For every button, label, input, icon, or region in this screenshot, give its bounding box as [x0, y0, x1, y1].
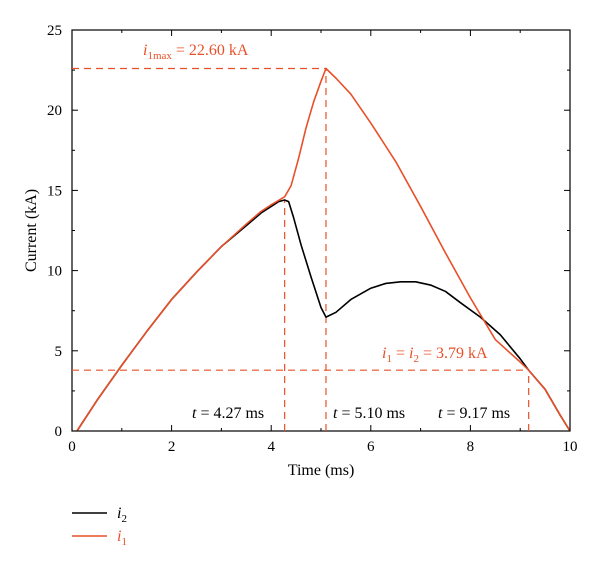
legend: i2 i1: [72, 505, 127, 548]
annotation-t1-var: t: [192, 405, 197, 422]
y-axis-ticks: 0 5 10 15 20 25: [47, 23, 570, 440]
annotation-intersection-var2: i: [409, 345, 413, 362]
annotation-intersection: i1 = i2 = 3.79 kA: [382, 345, 488, 365]
y-tick-label: 10: [47, 264, 62, 280]
annotation-i1max: i1max = 22.60 kA: [143, 42, 249, 62]
x-tick-label: 6: [367, 439, 375, 455]
annotation-t1-value: = 4.27 ms: [196, 405, 264, 422]
reference-lines: [72, 67, 530, 431]
y-tick-label: 5: [55, 344, 63, 360]
annotation-t3: t = 9.17 ms: [438, 405, 510, 422]
legend-label-i1-var: i: [117, 528, 121, 545]
plot-frame: [71, 29, 571, 432]
x-axis-ticks: 0 2 4 6 8 10: [68, 30, 578, 455]
x-tick-label: 0: [68, 439, 76, 455]
x-tick-label: 8: [467, 439, 475, 455]
annotation-intersection-eq: =: [392, 345, 409, 362]
annotation-i1max-var: i: [143, 42, 147, 59]
annotation-intersection-sub1: 1: [386, 353, 392, 365]
series-line-i1: [76, 67, 571, 432]
legend-label-i1-sub: 1: [121, 536, 127, 548]
y-tick-label: 25: [47, 23, 62, 39]
x-axis-label: Time (ms): [288, 462, 355, 479]
annotation-intersection-value: = 3.79 kA: [419, 345, 488, 362]
annotation-t2-value: = 5.10 ms: [337, 405, 405, 422]
annotation-intersection-var1: i: [382, 345, 386, 362]
annotation-i1max-sub: 1max: [147, 50, 172, 62]
legend-label-i2-sub: 2: [121, 513, 127, 525]
legend-label-i2-var: i: [117, 505, 121, 522]
legend-label-i1: i1: [117, 528, 127, 548]
y-tick-label: 0: [55, 424, 63, 440]
annotation-t3-value: = 9.17 ms: [442, 405, 510, 422]
x-tick-label: 4: [267, 439, 275, 455]
y-tick-label: 15: [47, 183, 62, 199]
annotation-intersection-sub2: 2: [413, 353, 419, 365]
annotation-t2-var: t: [333, 405, 338, 422]
x-tick-label: 2: [168, 439, 176, 455]
annotation-i1max-value: = 22.60 kA: [172, 42, 249, 59]
plot-area-border: [71, 29, 571, 432]
y-tick-label: 20: [47, 103, 62, 119]
series-lines: [76, 67, 571, 432]
series-line-i2: [76, 199, 571, 432]
y-axis-label: Current (kA): [23, 189, 40, 272]
x-tick-label: 10: [563, 439, 578, 455]
annotation-t1: t = 4.27 ms: [192, 405, 264, 422]
annotation-t3-var: t: [438, 405, 443, 422]
annotation-t2: t = 5.10 ms: [333, 405, 405, 422]
legend-label-i2: i2: [117, 505, 127, 525]
